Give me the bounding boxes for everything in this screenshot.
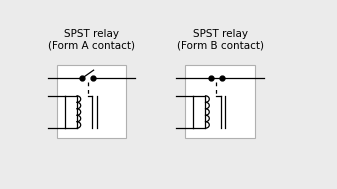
Text: SPST relay
(Form A contact): SPST relay (Form A contact) [48, 29, 135, 50]
Bar [57, 65, 126, 138]
Text: SPST relay
(Form B contact): SPST relay (Form B contact) [177, 29, 264, 50]
Bar [185, 65, 255, 138]
